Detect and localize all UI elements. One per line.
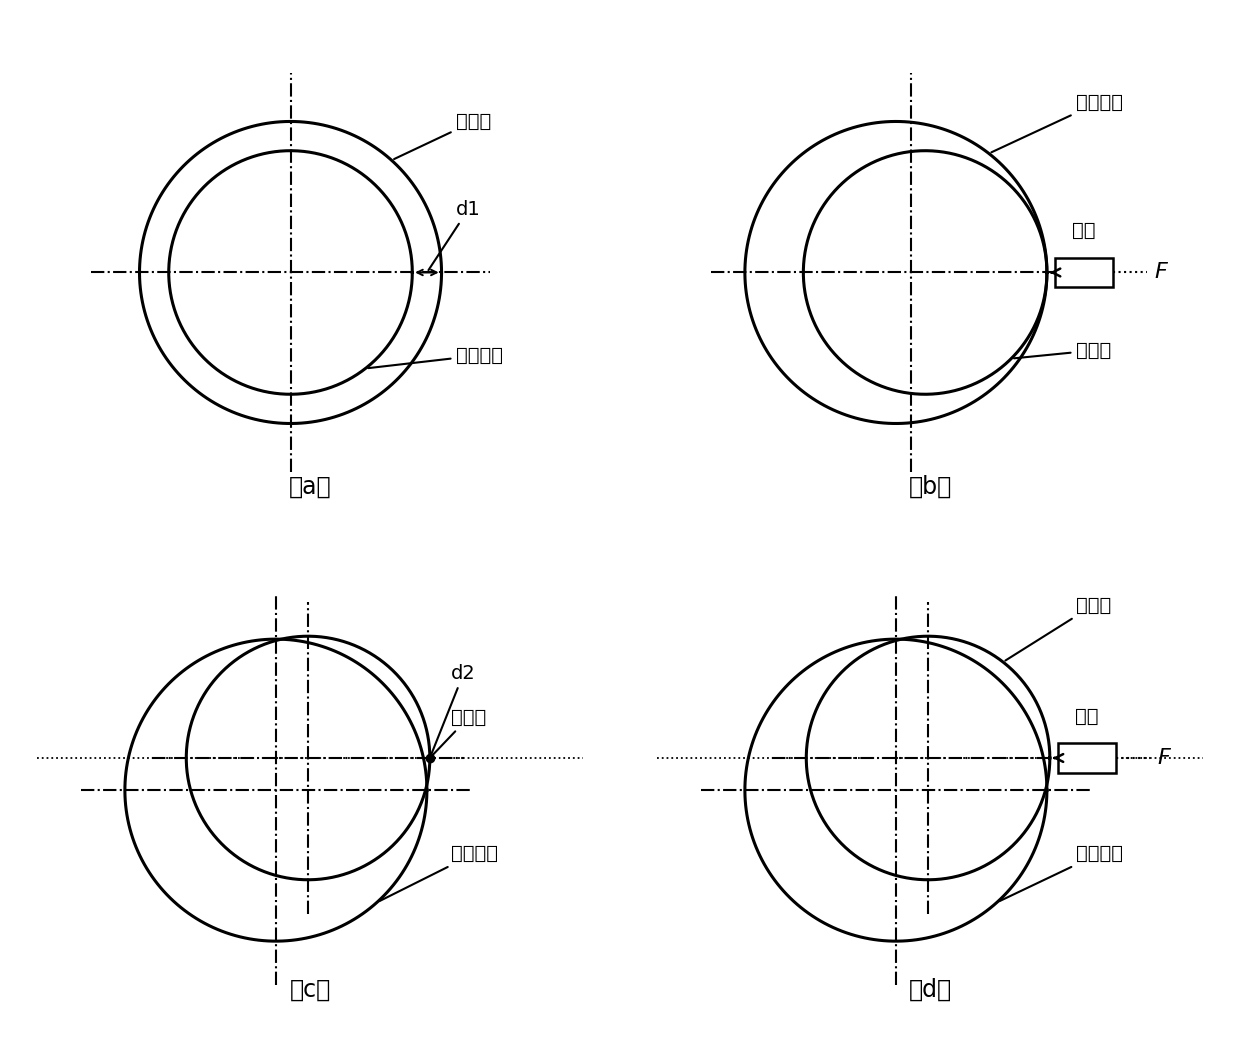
Text: （c）: （c） xyxy=(289,978,331,1002)
Text: d2: d2 xyxy=(430,663,476,756)
Text: 转子体: 转子体 xyxy=(1006,595,1111,660)
Text: F: F xyxy=(1154,262,1167,283)
Text: （a）: （a） xyxy=(289,475,331,499)
Text: 转子体: 转子体 xyxy=(1014,341,1111,359)
Text: 转子体: 转子体 xyxy=(394,112,491,159)
Text: （d）: （d） xyxy=(909,978,951,1002)
Text: d1: d1 xyxy=(429,200,481,270)
Text: F: F xyxy=(1157,748,1169,768)
Text: 转子体: 转子体 xyxy=(432,707,486,756)
Text: 定子组件: 定子组件 xyxy=(992,92,1123,152)
Text: 测头: 测头 xyxy=(1075,706,1099,726)
Text: 定子组件: 定子组件 xyxy=(379,844,498,901)
Text: 测头: 测头 xyxy=(1073,221,1096,240)
Text: 定子组件: 定子组件 xyxy=(999,844,1123,901)
Bar xyxy=(1055,258,1114,287)
Text: 定子组件: 定子组件 xyxy=(368,346,503,368)
Text: （b）: （b） xyxy=(909,475,951,499)
Bar xyxy=(1058,743,1116,772)
